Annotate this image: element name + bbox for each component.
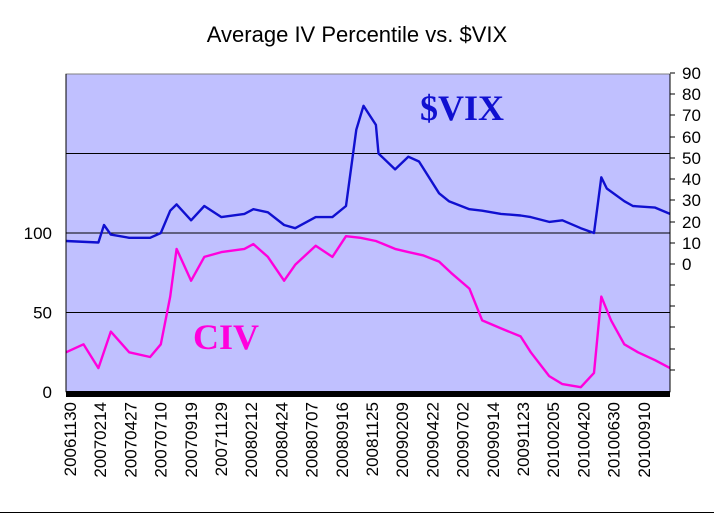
x-tick-label: 20080424 xyxy=(272,402,291,478)
x-tick-label: 20080212 xyxy=(242,402,261,478)
right-axis-ticks: 0 10 20 30 40 50 60 70 80 90 xyxy=(670,64,701,371)
x-tick-label: 20100630 xyxy=(605,402,624,478)
left-tick-label: 0 xyxy=(43,383,52,402)
x-tick-label: 20100205 xyxy=(544,402,563,478)
x-tick-label: 20070427 xyxy=(121,402,140,478)
x-tick-label: 20100420 xyxy=(574,402,593,478)
vix-series-line xyxy=(65,104,671,244)
right-tick-label: 30 xyxy=(682,191,701,210)
left-axis-ticks: 0 50 100 xyxy=(24,224,52,402)
right-tick-label: 60 xyxy=(682,128,701,147)
x-tick-label: 20090914 xyxy=(484,402,503,478)
series-layer xyxy=(65,104,671,389)
chart-title: Average IV Percentile vs. $VIX xyxy=(206,22,508,47)
right-tick-label: 0 xyxy=(682,255,691,274)
x-tick-label: 20061130 xyxy=(61,402,80,476)
bottom-border xyxy=(0,512,714,513)
x-tick-label: 20100910 xyxy=(635,402,654,478)
x-tick-label: 20081125 xyxy=(363,402,382,476)
x-tick-label: 20080916 xyxy=(333,402,352,478)
x-tick-label: 20080707 xyxy=(303,402,322,478)
right-tick-label: 20 xyxy=(682,213,701,232)
right-tick-label: 90 xyxy=(682,64,701,83)
x-axis-ticks: 20061130 20070214 20070427 20070710 20070919… xyxy=(61,402,654,478)
right-tick-label: 50 xyxy=(682,149,701,168)
civ-series-line xyxy=(65,234,671,389)
vix-series-label: $VIX xyxy=(420,88,504,128)
right-tick-label: 40 xyxy=(682,170,701,189)
x-tick-label: 20070919 xyxy=(182,402,201,478)
x-tick-label: 20090209 xyxy=(393,402,412,478)
right-tick-label: 80 xyxy=(682,85,701,104)
x-tick-label: 20071129 xyxy=(212,402,231,476)
x-tick-label: 20090422 xyxy=(423,402,442,478)
right-tick-label: 10 xyxy=(682,234,701,253)
left-tick-label: 100 xyxy=(24,224,52,243)
x-tick-label: 20090702 xyxy=(454,402,473,478)
left-tick-label: 50 xyxy=(33,304,52,323)
civ-series-label: CIV xyxy=(193,317,259,357)
x-tick-label: 20091123 xyxy=(514,402,533,476)
x-tick-label: 20070710 xyxy=(152,402,171,478)
x-tick-label: 20070214 xyxy=(91,402,110,478)
right-tick-label: 70 xyxy=(682,106,701,125)
x-axis-bar xyxy=(66,391,670,397)
series-labels: $VIX CIV xyxy=(193,88,504,357)
